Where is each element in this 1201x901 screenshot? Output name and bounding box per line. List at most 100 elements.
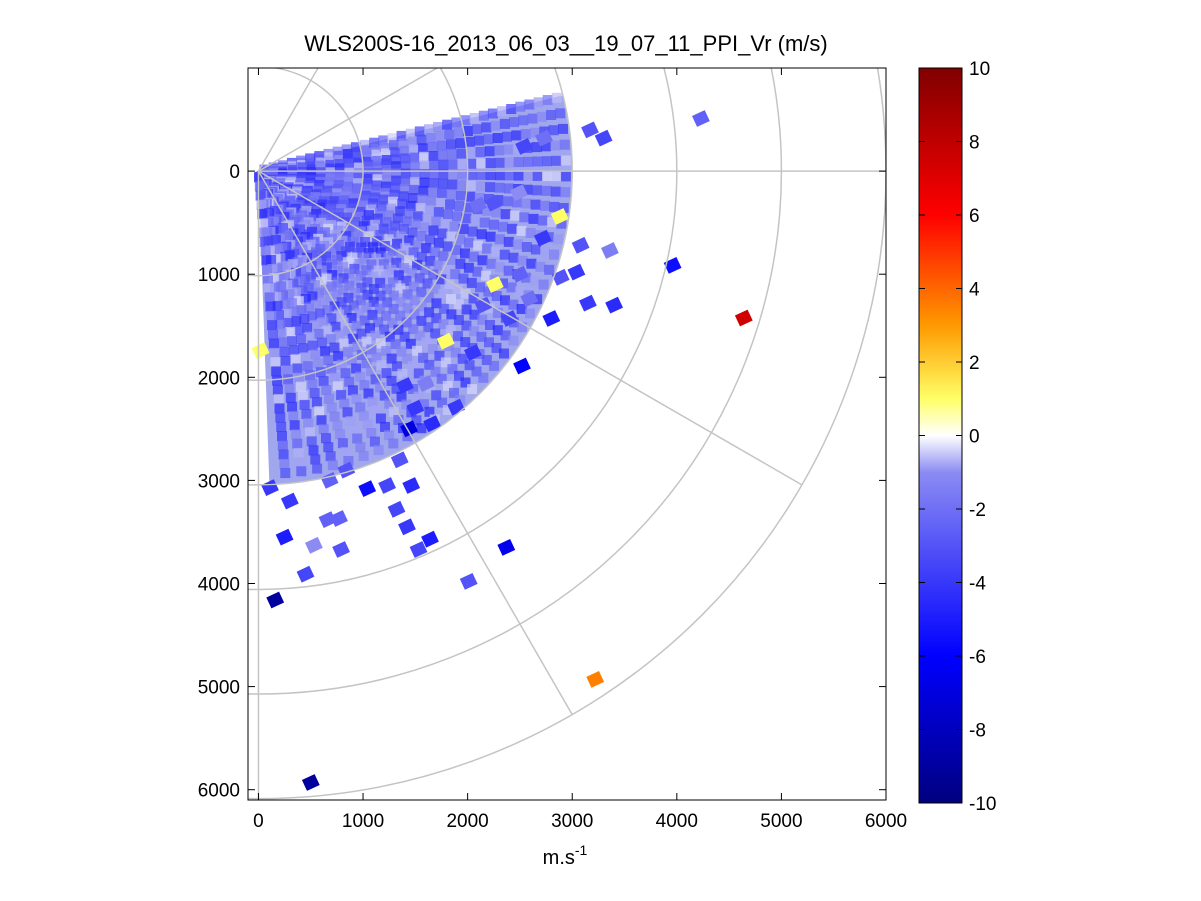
sector-cell: [392, 361, 402, 372]
sector-cell: [559, 139, 570, 150]
sector-cell: [425, 133, 436, 143]
sector-cell: [457, 169, 468, 180]
sector-cell: [495, 170, 505, 181]
sector-cell: [340, 368, 351, 379]
sector-cell: [436, 373, 447, 384]
sector-cell: [359, 253, 370, 264]
colorbar-tick-label: -10: [969, 794, 996, 815]
sector-cell: [446, 255, 457, 265]
sector-cell: [542, 156, 552, 167]
sector-cell: [395, 206, 406, 217]
x-tick-label: 0: [253, 811, 264, 832]
sector-cell: [377, 201, 388, 212]
sector-cell: [258, 227, 269, 238]
sector-cell: [446, 231, 457, 242]
sector-cell: [418, 186, 429, 197]
sector-cell: [400, 243, 411, 254]
sector-cell: [369, 284, 379, 294]
sector-cell: [269, 347, 280, 358]
sector-cell: [266, 310, 277, 321]
sector-cell: [416, 251, 427, 262]
sector-cell: [276, 281, 287, 292]
sector-cell: [363, 168, 374, 178]
sector-cell: [483, 134, 494, 145]
sector-cell: [447, 159, 458, 170]
sector-cell: [413, 391, 424, 402]
colorbar-tick-label: -6: [969, 647, 986, 668]
sector-cell: [533, 97, 544, 108]
sector-cell: [431, 216, 442, 227]
sector-cell: [508, 299, 519, 310]
sector-cell: [464, 136, 475, 147]
sector-cell: [382, 297, 393, 308]
sector-cell: [560, 171, 571, 182]
sector-cell: [471, 366, 482, 377]
sector-cell: [485, 158, 496, 169]
sector-cell: [329, 342, 340, 353]
sector-cell: [395, 296, 406, 307]
sector-cell: [284, 383, 295, 394]
x-tick-label: 3000: [551, 811, 593, 832]
sector-cell: [423, 322, 434, 333]
sector-cell: [378, 135, 389, 146]
sector-cell: [362, 277, 373, 288]
sector-cell: [381, 217, 392, 228]
data-cell: [605, 296, 623, 314]
sector-cell: [506, 282, 517, 293]
sector-cell: [382, 284, 392, 295]
sector-cell: [281, 365, 292, 376]
sector-cell: [389, 140, 399, 151]
sector-cell: [463, 262, 474, 273]
sector-cell: [353, 162, 364, 173]
sector-cell: [442, 119, 453, 130]
sector-cell: [343, 325, 354, 336]
sector-cell: [296, 381, 306, 392]
sector-cell: [389, 189, 400, 200]
sector-cell: [307, 379, 318, 390]
sector-cell: [386, 264, 397, 275]
y-axis: 0 1000 2000 3000 4000 5000 6000: [198, 162, 886, 802]
sector-cell: [414, 126, 425, 137]
sector-cell: [387, 227, 398, 238]
sector-cell: [380, 271, 391, 282]
sector-cell: [398, 138, 409, 149]
sector-cell: [532, 156, 543, 167]
sector-cell: [492, 325, 503, 336]
sector-cell: [468, 251, 479, 262]
sector-cell: [398, 224, 409, 234]
sector-cell: [275, 412, 286, 423]
sector-cell: [504, 170, 515, 181]
sector-cell: [260, 246, 271, 257]
sector-cell: [289, 307, 300, 318]
sector-cell: [314, 288, 324, 299]
sector-cell: [537, 215, 548, 226]
sector-cell: [310, 454, 321, 465]
sector-cell: [465, 191, 476, 202]
sector-cell: [469, 309, 480, 320]
sector-cell: [388, 438, 399, 449]
sector-cell: [504, 157, 515, 168]
sector-cell: [285, 392, 296, 403]
sector-cell: [399, 331, 410, 342]
sector-cell: [436, 274, 447, 285]
sector-cell: [449, 221, 460, 232]
sector-cell: [382, 161, 392, 172]
sector-cell: [491, 342, 502, 353]
sector-cell: [535, 261, 546, 272]
sector-cell: [419, 151, 430, 162]
sector-cell: [332, 266, 343, 276]
sector-cell: [422, 213, 433, 224]
sector-cell: [374, 303, 385, 314]
sector-cell: [353, 178, 364, 189]
sector-cell: [540, 200, 550, 211]
sector-cell: [355, 270, 366, 281]
sector-cell: [323, 442, 334, 453]
sector-cell: [301, 263, 312, 274]
sector-cell: [381, 346, 392, 356]
sector-cell: [337, 438, 348, 449]
sector-cell: [361, 184, 372, 195]
sector-cell: [445, 325, 456, 336]
sector-cell: [430, 328, 441, 339]
sector-cell: [558, 203, 569, 213]
sector-cell: [296, 466, 307, 477]
